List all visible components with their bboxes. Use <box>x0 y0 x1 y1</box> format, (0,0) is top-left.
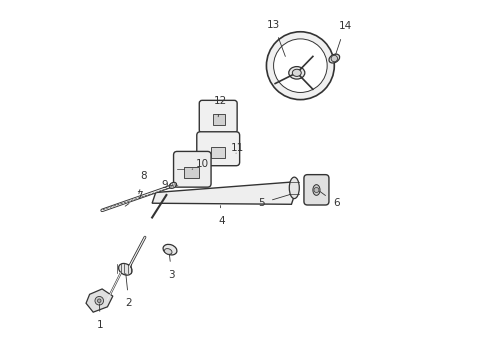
Text: 2: 2 <box>125 274 132 308</box>
Text: 12: 12 <box>213 96 226 117</box>
Polygon shape <box>86 289 113 312</box>
Ellipse shape <box>163 244 177 255</box>
Text: 10: 10 <box>192 159 209 169</box>
Ellipse shape <box>164 249 172 254</box>
Ellipse shape <box>289 67 305 79</box>
Ellipse shape <box>119 264 132 275</box>
Text: 6: 6 <box>320 192 340 208</box>
Circle shape <box>95 296 103 305</box>
Text: 13: 13 <box>267 19 285 57</box>
Circle shape <box>331 55 338 62</box>
Circle shape <box>314 188 319 193</box>
Text: 14: 14 <box>336 21 352 55</box>
Text: 9: 9 <box>161 180 173 190</box>
Polygon shape <box>152 182 295 204</box>
Ellipse shape <box>289 177 299 199</box>
Text: 4: 4 <box>219 206 225 226</box>
FancyBboxPatch shape <box>199 100 237 133</box>
Bar <box>213 114 225 125</box>
FancyBboxPatch shape <box>173 152 211 187</box>
FancyBboxPatch shape <box>304 175 329 205</box>
Ellipse shape <box>329 54 340 63</box>
Text: 7: 7 <box>125 191 143 206</box>
Circle shape <box>273 39 327 93</box>
Bar <box>211 147 225 158</box>
Text: 8: 8 <box>139 171 147 194</box>
Bar <box>184 167 198 178</box>
Ellipse shape <box>293 69 301 76</box>
Text: 5: 5 <box>258 194 290 208</box>
Text: 11: 11 <box>231 143 245 153</box>
Text: 3: 3 <box>169 255 175 280</box>
FancyBboxPatch shape <box>197 132 240 166</box>
Circle shape <box>267 32 334 100</box>
Circle shape <box>98 299 101 302</box>
Ellipse shape <box>313 185 320 195</box>
Text: 1: 1 <box>97 304 104 330</box>
Ellipse shape <box>169 182 176 188</box>
